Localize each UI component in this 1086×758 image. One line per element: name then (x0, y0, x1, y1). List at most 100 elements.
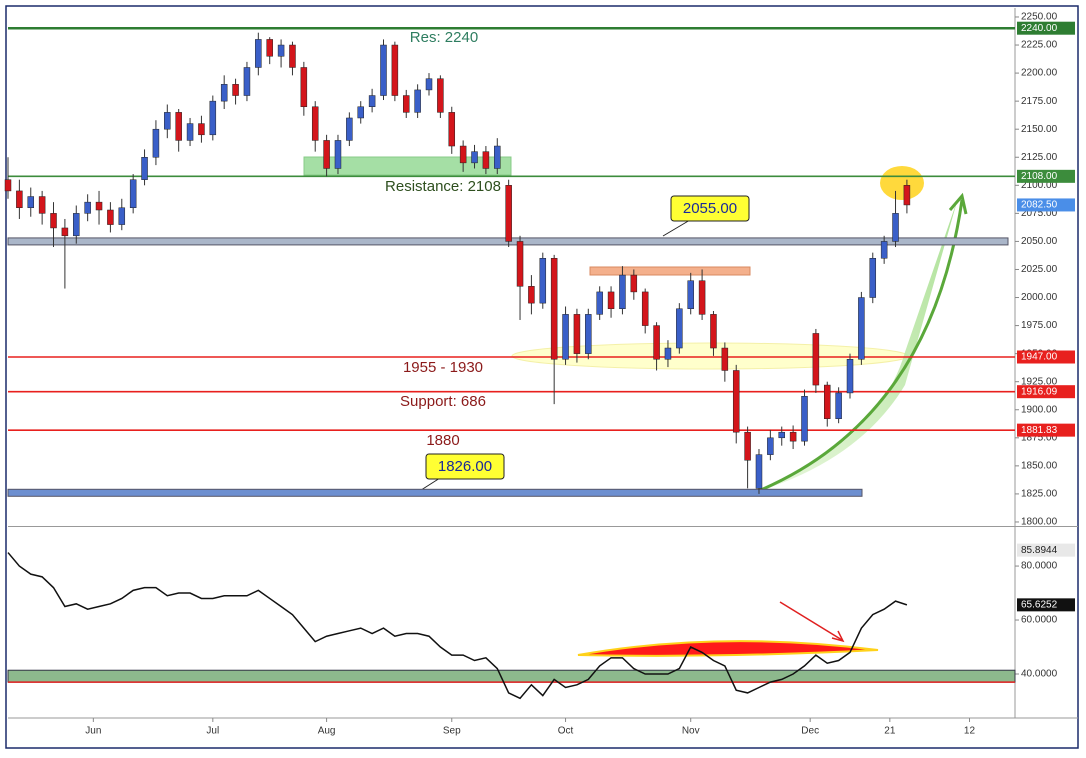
candle-body (721, 347, 729, 371)
level-label: 2240.00 (1021, 23, 1058, 34)
candle-body (380, 44, 387, 96)
level-label-box (1017, 385, 1075, 399)
candle-body (528, 286, 535, 304)
candle-body (653, 325, 660, 360)
pointer-arrow (779, 601, 843, 641)
candle-body (846, 359, 854, 394)
candle-body (824, 384, 831, 419)
candle-body (118, 207, 126, 225)
x-tick-label: 21 (884, 726, 896, 737)
annotation: Resistance: 2108 (385, 178, 501, 195)
y-tick-label: 2250.00 (1021, 12, 1058, 23)
candle-body (573, 314, 581, 354)
candle-body (630, 274, 638, 293)
zone-highlight (303, 156, 512, 176)
candle-body (505, 185, 512, 242)
candle-body (732, 370, 740, 433)
candle-body (198, 123, 205, 136)
candle-body (710, 314, 717, 349)
last-value-label-box (1017, 598, 1075, 612)
candle-body (186, 123, 194, 141)
candle-body (243, 67, 251, 96)
highlight-circle (880, 166, 924, 200)
candle-body (869, 258, 877, 298)
candle-body (550, 258, 558, 360)
candle-body (38, 196, 46, 214)
max-label: 85.8944 (1021, 545, 1058, 556)
candle-body (141, 157, 148, 180)
y-tick-label: 2175.00 (1021, 96, 1058, 107)
candle-body (95, 201, 103, 211)
candle-body (698, 280, 706, 315)
candle-body (220, 84, 228, 102)
candle-body (744, 431, 751, 461)
level-band (7, 488, 863, 497)
candle-body (4, 179, 12, 192)
candle-body (311, 106, 319, 141)
level-label-box (1017, 423, 1075, 437)
candle-body (596, 291, 603, 315)
candle-body (368, 95, 376, 108)
y-tick-label: 2100.00 (1021, 180, 1058, 191)
callout-box (425, 453, 505, 480)
last-price-label: 2082.50 (1021, 200, 1058, 211)
level-label-box (1017, 350, 1075, 364)
candle-body (164, 112, 171, 130)
x-tick-label: Jun (85, 726, 101, 737)
candle-body (789, 431, 797, 442)
x-tick-label: Nov (682, 726, 700, 737)
y-tick-label: 2025.00 (1021, 264, 1058, 275)
candle-body (448, 112, 456, 147)
candle-body (175, 112, 182, 141)
y-tick-label: 1875.00 (1021, 432, 1058, 443)
candle-body (289, 44, 296, 68)
candle-body (209, 100, 217, 136)
candle-body (812, 333, 820, 386)
candle-body (755, 454, 763, 489)
y-tick-label: 2000.00 (1021, 292, 1058, 303)
candle-body (323, 140, 330, 169)
y-tick-label: 2225.00 (1021, 40, 1058, 51)
max-label-box (1017, 543, 1075, 557)
indicator-line (7, 552, 908, 700)
candle-body (266, 39, 273, 57)
candle-body (562, 314, 569, 360)
candle-body (664, 347, 672, 360)
background-layer (303, 156, 968, 657)
x-tick-label: Aug (318, 726, 336, 737)
candle-body (471, 151, 478, 164)
annotation: 1955 - 1930 (403, 359, 483, 376)
candle-body (277, 44, 285, 57)
candle-body (232, 84, 239, 96)
candle-body (61, 227, 69, 237)
candle-body (903, 185, 911, 206)
x-tick-label: Dec (801, 726, 819, 737)
y-tick-label: 2150.00 (1021, 124, 1058, 135)
x-tick-label: Oct (558, 726, 574, 737)
annotation: Res: 2240 (410, 29, 478, 46)
candle-body (641, 291, 649, 326)
y-tick-label: 60.0000 (1021, 615, 1058, 626)
candle-body (767, 437, 774, 455)
candle-body (50, 213, 57, 229)
candle-body (892, 213, 899, 242)
candle-body (107, 209, 114, 225)
annotation: 1880 (426, 432, 459, 449)
candle-body (334, 140, 342, 169)
candle-body (346, 117, 353, 141)
callout: 1826.00 (438, 458, 492, 475)
candle-body (801, 396, 808, 442)
candle-body (425, 78, 433, 91)
candle-body (619, 274, 626, 310)
candle-body (391, 44, 399, 96)
level-label-box (1017, 169, 1075, 183)
candle-body (516, 241, 524, 287)
callout-box (670, 195, 750, 222)
level-label: 2108.00 (1021, 171, 1058, 182)
callout-pointer (662, 219, 691, 237)
candle-body (778, 431, 785, 439)
y-tick-label: 1850.00 (1021, 461, 1058, 472)
candle-body (459, 145, 467, 164)
y-tick-label: 1925.00 (1021, 376, 1058, 387)
